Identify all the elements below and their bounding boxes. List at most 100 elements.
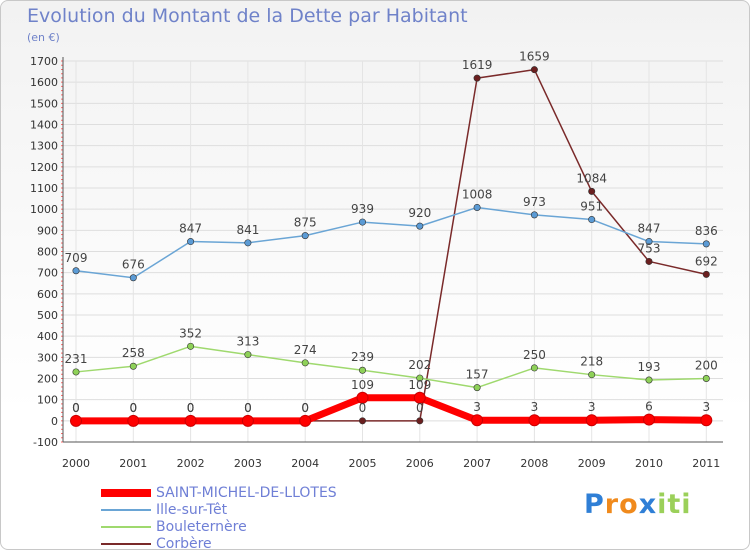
data-label: 202	[408, 358, 431, 372]
data-point	[299, 414, 312, 427]
data-label: 841	[236, 223, 259, 237]
data-point	[530, 66, 538, 74]
y-tick-label: 1300	[30, 140, 58, 153]
legend-label: Bouleternère	[156, 519, 247, 535]
data-label: 3	[473, 400, 481, 414]
data-point	[416, 417, 424, 425]
data-label: 0	[416, 401, 424, 415]
data-label: 0	[129, 401, 137, 415]
data-label: 3	[531, 400, 539, 414]
x-tick-label: 2002	[177, 457, 205, 470]
legend-swatch	[101, 489, 151, 497]
data-point	[244, 239, 252, 247]
data-label: 0	[244, 401, 252, 415]
data-label: 109	[351, 378, 374, 392]
logo-letter: t	[667, 489, 682, 520]
data-label: 3	[702, 400, 710, 414]
data-label: 250	[523, 348, 546, 362]
data-point	[129, 362, 137, 370]
data-label: 951	[580, 200, 603, 214]
data-label: 0	[187, 401, 195, 415]
x-tick-label: 2008	[520, 457, 548, 470]
data-label: 973	[523, 195, 546, 209]
y-tick-label: 1500	[30, 97, 58, 110]
data-label: 157	[466, 368, 489, 382]
legend-swatch	[101, 543, 151, 545]
y-tick-label: 1600	[30, 76, 58, 89]
legend-label: SAINT-MICHEL-DE-LLOTES	[156, 485, 337, 501]
data-point	[700, 414, 713, 427]
data-label: 200	[695, 359, 718, 373]
data-point	[358, 366, 366, 374]
data-point	[645, 257, 653, 265]
data-label: 239	[351, 350, 374, 364]
logo-letter: P	[584, 489, 605, 520]
data-label: 753	[638, 241, 661, 255]
legend-label: Corbère	[156, 536, 212, 550]
data-label: 0	[72, 401, 80, 415]
x-tick-label: 2001	[119, 457, 147, 470]
y-tick-label: -100	[33, 436, 58, 449]
legend-swatch	[101, 526, 151, 528]
x-tick-label: 2010	[635, 457, 663, 470]
logo-letter: i	[681, 489, 692, 520]
logo-letter: o	[619, 489, 639, 520]
series-line	[75, 68, 708, 422]
series-line	[75, 345, 708, 389]
data-label: 0	[129, 401, 137, 415]
data-label: 274	[294, 343, 317, 357]
data-label: 875	[294, 216, 317, 230]
data-point	[588, 216, 596, 224]
data-label: 836	[695, 224, 718, 238]
data-label: 1008	[462, 187, 493, 201]
logo-letter: x	[638, 489, 658, 520]
y-tick-label: 1400	[30, 119, 58, 132]
y-tick-label: 700	[37, 267, 58, 280]
series-line	[72, 394, 710, 425]
x-tick-label: 2006	[406, 457, 434, 470]
data-label: 6	[645, 400, 653, 414]
data-point	[187, 342, 195, 350]
data-label: 1084	[576, 171, 607, 185]
data-point	[530, 364, 538, 372]
data-point	[702, 374, 710, 382]
data-point	[413, 391, 426, 404]
data-point	[643, 413, 655, 426]
data-label: 0	[72, 401, 80, 415]
data-point	[702, 240, 710, 248]
data-label: 231	[65, 352, 88, 366]
x-tick-label: 2009	[578, 457, 606, 470]
data-label: 0	[359, 401, 367, 415]
data-label: 920	[408, 206, 431, 220]
data-point	[473, 74, 481, 82]
data-point	[588, 371, 596, 379]
legend-swatch	[101, 509, 151, 511]
data-label: 193	[638, 360, 661, 374]
data-point	[416, 374, 424, 382]
x-tick-label: 2004	[291, 457, 319, 470]
chart-subtitle: (en €)	[27, 31, 60, 44]
data-point	[645, 238, 653, 246]
data-point	[356, 391, 369, 404]
data-point	[473, 203, 481, 211]
x-tick-label: 2011	[692, 457, 720, 470]
data-label: 1659	[519, 50, 550, 64]
legend-label: Ille-sur-Têt	[156, 502, 228, 518]
data-label: 709	[65, 251, 88, 265]
data-point	[184, 414, 197, 427]
x-tick-label: 2003	[234, 457, 262, 470]
proxiti-logo: Proxiti	[584, 489, 692, 520]
data-point	[530, 211, 538, 219]
data-label: 0	[301, 401, 309, 415]
y-tick-label: 500	[37, 309, 58, 322]
y-tick-label: 400	[37, 330, 58, 343]
data-label: 0	[244, 401, 252, 415]
data-point	[358, 417, 366, 425]
y-tick-label: 200	[37, 373, 58, 386]
data-label: 0	[301, 401, 309, 415]
data-point	[241, 414, 254, 427]
data-label: 218	[580, 355, 603, 369]
data-label: 313	[236, 335, 259, 349]
data-point	[187, 238, 195, 246]
y-tick-label: 800	[37, 246, 58, 259]
